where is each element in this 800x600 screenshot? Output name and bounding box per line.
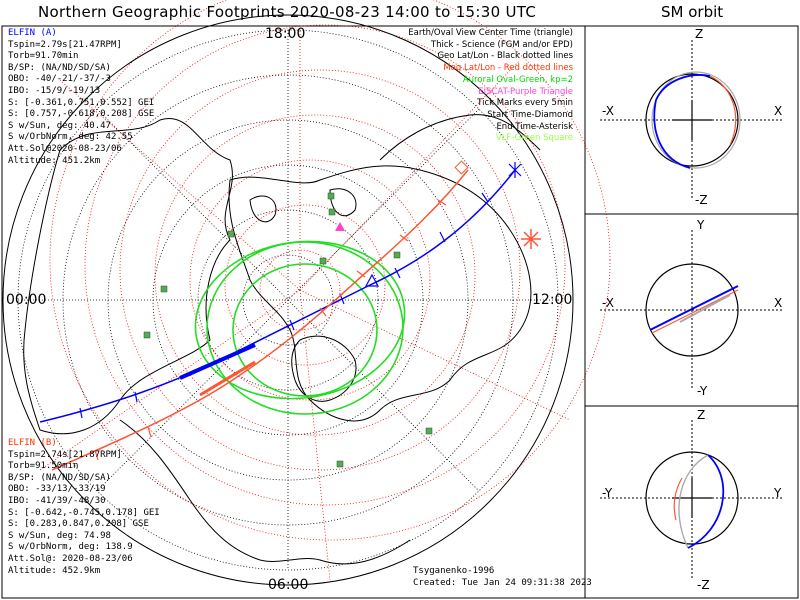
clock-label-right: 12:00 [532,292,573,308]
elfin-b-name: ELFIN (B) [8,438,57,448]
elfin-b-start-diamond [454,160,469,175]
legend-entry: Start Time-Diamond [487,109,573,120]
coastlines [23,114,541,565]
elfin-b-line: Tspin=2.74s[21.87RPM] [8,449,122,460]
elfin-a-line: Altitude: 451.2km [8,155,101,166]
elfin-a-info: ELFIN (A) Tspin=2.79s[21.47RPM] Torb=91.… [8,28,154,167]
elfin-a-line: OBO: -40/-21/-37/-3 [8,74,111,85]
sm1-left-label: -X [602,104,614,118]
elfin-b-line: OBO: -33/13/-33/19 [8,484,106,495]
legend: Earth/Oval View Center Time (triangle) T… [408,28,573,145]
elfin-b-line: B/SP: (NA/ND/SD/SA) [8,472,111,483]
created-timestamp: Created: Tue Jan 24 09:31:38 2023 [413,578,592,588]
legend-entry: Auroral Oval-Green, kp=2 [462,74,573,85]
elfin-b-line: Att.Sol@: 2020-08-23/06 [8,553,133,564]
model-credit: Tsyganenko-1996 [413,566,495,576]
elfin-b-line: S w/OrbNorm, deg: 138.9 [8,542,133,553]
elfin-a-line: Torb=91.70min [8,51,79,62]
sm1-right-label: X [774,104,783,118]
elfin-b-line: Altitude: 452.9km [8,565,101,576]
elfin-a-ticks [79,192,489,419]
legend-entry: Thick - Science (FGM and/or EPD) [430,39,573,50]
vlf-stations [143,192,433,468]
elfin-b-line: Torb=91.50min [8,461,79,472]
elfin-a-line: Tspin=2.79s[21.47RPM] [8,39,122,50]
sm2-bottom-label: -Y [697,384,708,398]
elfin-b-ticks [94,199,447,461]
elfin-a-view-triangle [364,273,380,287]
legend-entry: EISCAT-Purple Triangle [478,86,573,97]
legend-entry: Tick Marks every 5min [477,98,573,109]
elfin-a-name: ELFIN (A) [8,28,57,38]
eiscat-triangle [335,222,345,231]
page-title: Northern Geographic Footprints 2020-08-2… [38,3,537,21]
plot-frame [1,25,799,599]
elfin-a-line: S: [0.757,-0.618,0.208] GSE [8,109,155,120]
sm-orbit-title: SM orbit [661,3,724,21]
elfin-a-science [179,343,256,380]
sm3-top-label: Z [697,408,706,422]
elfin-b-science [199,360,256,397]
elfin-b-track [51,169,469,471]
elfin-b-line: S: [0.283,0.847,0.208] GSE [8,519,149,530]
elfin-a-line: S w/OrbNorm, deg: 42.55 [8,132,133,143]
elfin-a-track [39,169,516,423]
elfin-a-line: Att.Sol@2020-08-23/06 [8,143,122,154]
geo-grid [17,29,559,571]
sm1-bottom-label: -Z [695,193,708,207]
elfin-b-line: IBO: -41/39/-48/30 [8,495,106,506]
elfin-a-line: IBO: -15/9/-19/13 [8,85,101,96]
sm-panel-3 [600,420,784,580]
sm-panel-1 [600,40,784,200]
clock-label-top: 18:00 [265,26,306,42]
sm-panel-2 [600,230,784,390]
elfin-b-line: S: [-0.642,-0.745,0.178] GEI [8,507,160,518]
legend-entry: VLF-Green Square [495,133,573,144]
elfin-a-line: S: [-0.361,0.751,0.552] GEI [8,97,155,108]
sm2-top-label: Y [697,218,705,232]
elfin-a-line: B/SP: (NA/ND/SD/SA) [8,62,111,73]
legend-entry: Earth/Oval View Center Time (triangle) [408,28,573,38]
elfin-b-line: S w/Sun, deg: 74.98 [8,530,111,541]
map-boundary [2,14,574,586]
elfin-b-info: ELFIN (B) Tspin=2.74s[21.87RPM] Torb=91.… [8,438,160,577]
elfin-b-end-asterisk [521,229,541,249]
sm2-right-label: X [774,296,783,310]
mag-grid [39,0,611,581]
clock-label-left: 00:00 [6,292,47,308]
auroral-oval [194,240,406,415]
sm2-left-label: -X [602,296,614,310]
clock-label-bottom: 06:00 [268,577,309,593]
sm3-bottom-label: -Z [697,578,710,592]
sm3-right-label: Y [774,486,782,500]
sm1-top-label: Z [695,27,704,41]
sm3-left-label: -Y [602,486,613,500]
legend-entry: Geo Lat/Lon - Black dotted lines [437,51,573,62]
legend-entry: Mag Lat/Lon - Red dotted lines [443,63,573,74]
legend-entry: End Time-Asterisk [496,121,573,132]
elfin-a-end-asterisk [508,162,522,178]
elfin-a-line: S w/Sun, deg: 40.47 [8,120,111,131]
